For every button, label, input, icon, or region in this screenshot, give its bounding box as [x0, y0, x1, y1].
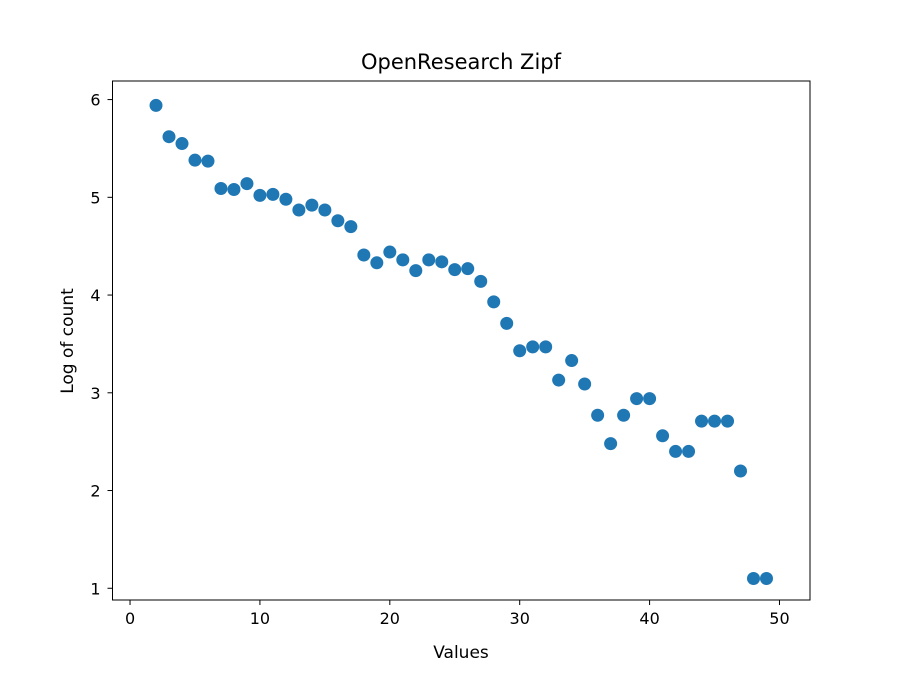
x-axis-ticks: 0 10 20 30 40 50: [125, 600, 790, 628]
data-point: [357, 248, 371, 262]
y-tick-label: 3: [90, 384, 100, 403]
data-point: [344, 220, 358, 234]
data-point: [279, 192, 293, 206]
data-point: [253, 188, 267, 202]
y-tick-label: 5: [90, 188, 100, 207]
data-point: [721, 414, 735, 428]
data-point: [526, 340, 540, 354]
data-point: [227, 182, 241, 196]
data-point: [149, 98, 163, 112]
data-point: [474, 274, 488, 288]
x-tick-label: 0: [125, 609, 135, 628]
data-point: [746, 571, 760, 585]
data-point: [292, 203, 306, 217]
data-point: [383, 245, 397, 259]
data-point: [552, 373, 566, 387]
data-point: [214, 182, 228, 196]
data-point: [656, 429, 670, 443]
data-point: [175, 137, 189, 151]
data-point: [240, 177, 254, 191]
x-tick-label: 30: [510, 609, 530, 628]
chart-title: OpenResearch Zipf: [361, 50, 562, 74]
data-point: [630, 392, 644, 406]
data-point: [448, 263, 462, 277]
data-point: [708, 414, 722, 428]
data-point: [201, 154, 215, 168]
x-tick-label: 40: [639, 609, 659, 628]
data-point: [396, 253, 410, 267]
x-axis-label: Values: [433, 643, 489, 663]
x-tick-label: 20: [380, 609, 400, 628]
data-point: [578, 377, 592, 391]
data-point: [513, 344, 527, 358]
y-axis-label: Log of count: [58, 288, 78, 394]
data-point: [461, 262, 475, 276]
data-point: [370, 256, 384, 270]
plot-frame: [112, 80, 811, 601]
data-points: [149, 98, 773, 585]
data-point: [617, 408, 631, 422]
data-point: [435, 255, 449, 269]
data-point: [682, 444, 696, 458]
data-point: [318, 203, 332, 217]
y-tick-label: 4: [90, 286, 100, 305]
data-point: [695, 414, 709, 428]
data-point: [759, 571, 773, 585]
data-point: [500, 316, 514, 330]
data-point: [422, 253, 436, 267]
y-axis-ticks: 1 2 3 4 5 6: [90, 91, 113, 598]
x-tick-label: 10: [250, 609, 270, 628]
x-tick-label: 50: [769, 609, 789, 628]
data-point: [305, 198, 319, 212]
data-point: [162, 130, 176, 144]
data-point: [669, 444, 683, 458]
data-point: [539, 340, 553, 354]
data-point: [643, 392, 657, 406]
data-point: [331, 214, 345, 228]
data-point: [565, 354, 579, 368]
y-tick-label: 1: [90, 579, 100, 598]
data-point: [409, 264, 423, 278]
data-point: [266, 187, 280, 201]
data-point: [734, 464, 748, 478]
y-tick-label: 6: [90, 91, 100, 110]
data-point: [487, 295, 501, 309]
data-point: [604, 437, 618, 451]
data-point: [188, 153, 202, 167]
y-tick-label: 2: [90, 482, 100, 501]
data-point: [591, 408, 605, 422]
